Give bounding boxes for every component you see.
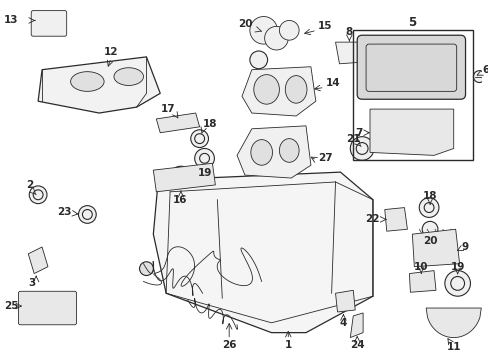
Text: 1: 1 [284,341,291,350]
Polygon shape [425,308,480,338]
Polygon shape [335,290,354,312]
Ellipse shape [253,75,279,104]
Polygon shape [335,42,366,64]
Polygon shape [156,113,199,133]
Circle shape [249,17,277,44]
Circle shape [264,26,288,50]
Text: 20: 20 [422,236,436,246]
Text: 12: 12 [103,47,118,57]
Text: 19: 19 [197,168,211,178]
Ellipse shape [70,72,104,91]
Circle shape [194,148,214,168]
Circle shape [167,278,179,289]
Circle shape [421,221,437,237]
Polygon shape [242,67,315,116]
Circle shape [472,71,484,82]
Circle shape [279,21,299,40]
Text: 10: 10 [413,262,427,272]
Text: 21: 21 [346,134,360,144]
Polygon shape [349,313,363,338]
Polygon shape [408,271,435,292]
Text: 13: 13 [4,15,19,26]
FancyBboxPatch shape [356,35,465,99]
Text: 3: 3 [28,278,36,288]
Text: 11: 11 [446,342,460,352]
Circle shape [418,198,438,217]
Ellipse shape [114,68,143,85]
Circle shape [249,51,267,69]
Text: 23: 23 [57,207,71,216]
Circle shape [444,271,469,296]
Circle shape [190,130,208,148]
Text: 8: 8 [345,27,352,37]
Text: 14: 14 [325,78,340,89]
Circle shape [29,186,47,204]
Polygon shape [38,57,160,113]
Polygon shape [411,229,459,267]
Circle shape [349,137,373,160]
Text: 15: 15 [317,21,332,31]
Text: 24: 24 [349,341,364,350]
Text: 4: 4 [339,318,346,328]
Polygon shape [153,172,372,333]
Text: 27: 27 [317,153,332,163]
Polygon shape [153,163,215,192]
Bar [352,30,472,160]
Text: 25: 25 [4,301,19,311]
Text: 16: 16 [172,195,187,205]
Text: 2: 2 [26,180,34,190]
FancyBboxPatch shape [19,291,76,325]
Text: 26: 26 [222,341,236,350]
Text: 20: 20 [237,19,252,30]
Circle shape [139,262,153,275]
FancyBboxPatch shape [31,10,66,36]
Polygon shape [369,109,453,156]
Ellipse shape [285,76,306,103]
Circle shape [79,206,96,223]
Circle shape [169,166,192,190]
Text: 18: 18 [422,191,436,201]
Polygon shape [237,126,310,178]
Text: 5: 5 [407,16,416,29]
Text: 17: 17 [161,104,175,114]
Text: 7: 7 [355,128,363,138]
Polygon shape [384,208,407,231]
Text: 22: 22 [365,215,379,224]
Text: 6: 6 [481,65,488,75]
Ellipse shape [279,139,299,162]
Text: 19: 19 [449,262,464,272]
Ellipse shape [250,140,272,165]
Text: 9: 9 [461,242,468,252]
Text: 18: 18 [203,119,217,129]
Polygon shape [28,247,48,274]
